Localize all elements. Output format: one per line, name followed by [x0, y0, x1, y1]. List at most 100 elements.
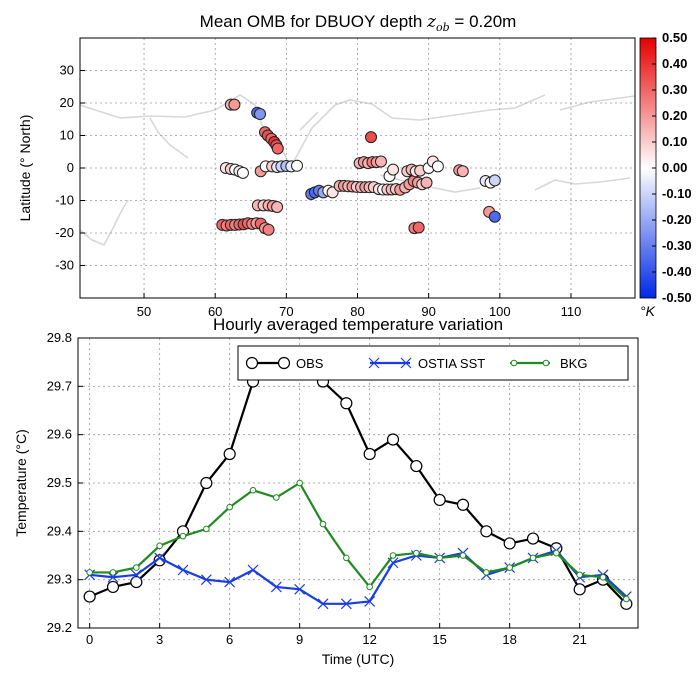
line-ytick-label: 29.8: [47, 330, 72, 345]
series-line: [89, 361, 628, 605]
line-ylabel: Temperature (°C): [13, 429, 29, 537]
line-xtick-label: 21: [572, 632, 586, 647]
colorbar-tick-label: -0.30: [662, 238, 692, 253]
line-ytick-label: 29.4: [47, 523, 72, 538]
map-ylabel: Latitude (° North): [17, 115, 33, 222]
line-xtick-label: 12: [362, 632, 376, 647]
map-point: [262, 223, 275, 236]
map-point: [456, 165, 469, 178]
map-ytick-label: 30: [60, 63, 74, 78]
series-point: [363, 447, 376, 461]
map-ytick-label: -30: [55, 258, 74, 273]
line-ytick-label: 29.5: [47, 475, 72, 490]
series-point: [480, 525, 493, 538]
legend: OBS OSTIA SST BKG: [237, 345, 629, 381]
series-point: [224, 576, 236, 588]
colorbar-tick-label: 0.00: [662, 160, 687, 175]
map-xtick-label: 50: [137, 304, 151, 319]
colorbar-tick-label: 0.40: [662, 56, 687, 71]
series-point: [203, 525, 210, 533]
series-point: [107, 571, 119, 583]
map-xtick-label: 90: [421, 304, 435, 319]
series-point: [553, 549, 560, 557]
series-point: [226, 503, 233, 511]
series-point: [340, 598, 352, 610]
series-point: [223, 447, 236, 461]
line-xtick-label: 18: [502, 632, 516, 647]
line-ytick-label: 29.6: [47, 427, 72, 442]
map-point: [365, 131, 378, 144]
map-point: [488, 210, 501, 223]
map-panel: Mean OMB for DBUOY depth zob = 0.20m 50 6…: [17, 12, 692, 319]
map-point: [228, 98, 241, 111]
map-point: [271, 142, 284, 155]
map-point: [271, 201, 284, 213]
series-point: [317, 598, 329, 610]
legend-label: OSTIA SST: [418, 356, 485, 371]
series-point: [343, 554, 350, 562]
series-point: [503, 537, 516, 550]
colorbar-ticks: 0.50 0.40 0.30 0.20 0.10 0.00 -0.10 -0.20 -0.30 -…: [652, 30, 692, 305]
series-point: [573, 583, 586, 596]
map-xtick-label: 110: [561, 304, 582, 319]
legend-label: BKG: [560, 356, 587, 371]
series-point: [86, 569, 93, 576]
colorbar-unit: °K: [640, 303, 656, 319]
series-point: [200, 574, 212, 586]
legend-marker: [277, 356, 291, 370]
legend-marker: [245, 356, 259, 370]
legend-marker: [542, 359, 550, 367]
series-point: [413, 549, 420, 557]
line-ytick-label: 29.3: [47, 572, 72, 587]
line-ytick-label: 29.7: [47, 378, 72, 393]
series-point: [389, 552, 397, 559]
map-point: [387, 163, 400, 176]
legend-label: OBS: [296, 356, 324, 371]
series-point: [130, 575, 143, 589]
map-ytick-label: 20: [60, 95, 74, 110]
colorbar-tick-label: 0.20: [662, 108, 687, 123]
colorbar-tick-label: 0.10: [662, 134, 687, 149]
line-xtick-label: 3: [156, 632, 163, 647]
series-point: [433, 493, 446, 507]
series-point: [364, 595, 376, 607]
series-point: [179, 532, 187, 540]
series-point: [294, 583, 306, 595]
series-point: [576, 571, 583, 579]
legend-item: OBS: [245, 356, 324, 371]
map-point: [412, 221, 425, 234]
legend-item: OSTIA SST: [368, 356, 485, 371]
series-point: [599, 573, 607, 581]
series-point: [247, 564, 259, 576]
colorbar-tick-label: -0.10: [662, 186, 692, 201]
series-point: [506, 564, 513, 571]
series-point: [249, 486, 257, 494]
series-point: [106, 580, 120, 594]
map-xtick-label: 100: [489, 304, 511, 319]
series-point: [200, 476, 213, 490]
series-line: [89, 481, 628, 600]
series-point: [366, 583, 373, 591]
line-grid: [78, 337, 638, 629]
series-point: [526, 532, 540, 545]
line-xtick-label: 0: [86, 632, 93, 647]
line-xtick-label: 6: [226, 632, 233, 647]
series-point: [156, 542, 163, 550]
legend-items: OBS OSTIA SST BKG: [245, 356, 587, 371]
series-point: [177, 564, 189, 576]
series-line: [89, 549, 628, 605]
map-point: [254, 108, 267, 121]
series-point: [296, 479, 303, 487]
map-ytick-label: 10: [60, 128, 74, 143]
series-point: [386, 433, 400, 446]
series-point: [340, 397, 353, 410]
legend-marker: [510, 359, 518, 367]
map-xtick-label: 70: [279, 304, 293, 319]
series-point: [154, 552, 166, 564]
series-point: [436, 554, 443, 562]
series-point: [456, 498, 470, 511]
map-xtick-label: 60: [208, 304, 222, 319]
line-xlabel: Time (UTC): [322, 651, 395, 667]
